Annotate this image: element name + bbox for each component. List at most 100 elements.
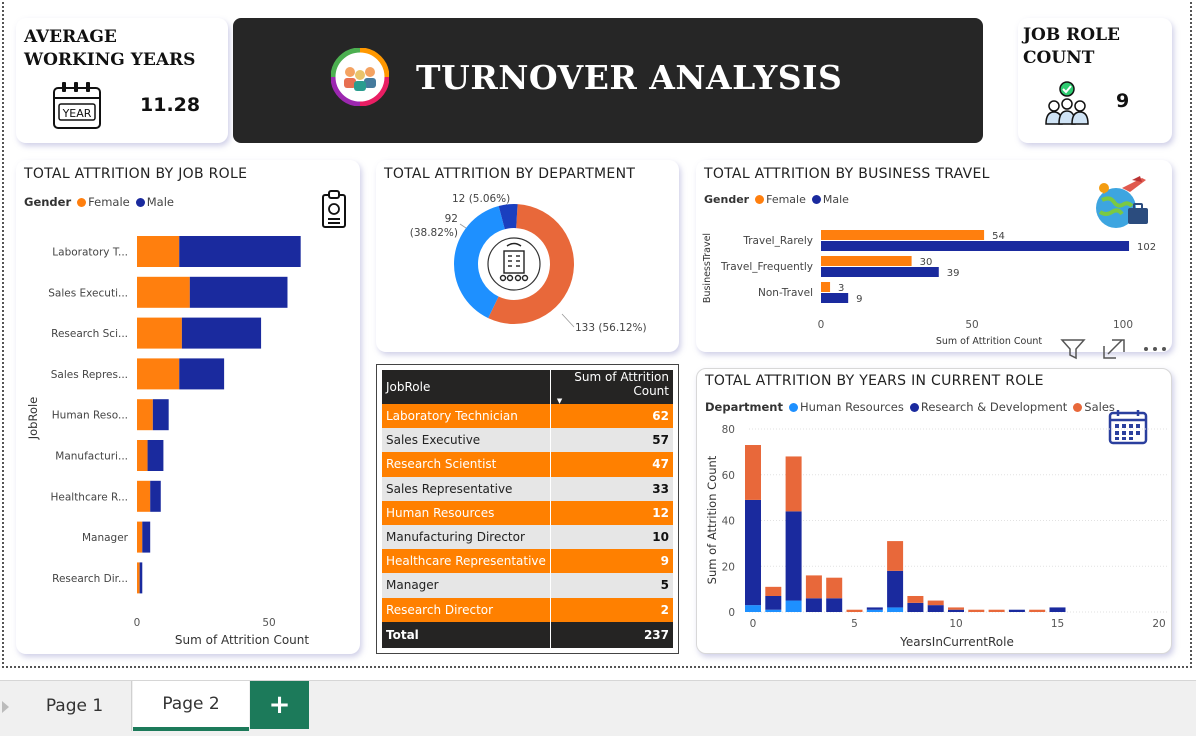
filter-icon[interactable] — [1060, 338, 1086, 360]
job-role-bar-male[interactable] — [181, 317, 262, 349]
department-chart-card[interactable]: TOTAL ATTRITION BY DEPARTMENT 12 (5.06%)… — [376, 160, 679, 352]
dept-slice-hr[interactable] — [498, 204, 518, 230]
focus-mode-icon[interactable] — [1102, 338, 1126, 360]
table-row[interactable]: Research Scientist 47 — [382, 452, 673, 477]
tab-page-1[interactable]: Page 1 — [18, 681, 132, 731]
years-bar-segment[interactable] — [887, 570, 904, 608]
table-row[interactable]: Research Director 2 — [382, 597, 673, 622]
years-bar-segment[interactable] — [745, 445, 761, 500]
job-role-table-card[interactable]: JobRole Sum of Attrition Count ▼ Laborato… — [376, 364, 679, 654]
job-role-bar-female[interactable] — [137, 440, 148, 471]
job-role-bar-male[interactable] — [179, 236, 301, 267]
travel-bar-male[interactable] — [821, 267, 939, 277]
years-bar-segment[interactable] — [948, 607, 964, 610]
years-bar-segment[interactable] — [826, 598, 843, 612]
job-role-bar-male[interactable] — [150, 480, 161, 512]
job-role-bar-male[interactable] — [147, 440, 164, 471]
years-bar-segment[interactable] — [765, 595, 782, 610]
table-row[interactable]: Healthcare Representative 9 — [382, 549, 673, 574]
business-travel-chart-card[interactable]: TOTAL ATTRITION BY BUSINESS TRAVEL Gende… — [696, 160, 1172, 352]
table-header-row: JobRole Sum of Attrition Count ▼ — [382, 370, 673, 405]
kpi-average-working-years-card[interactable]: AVERAGE WORKING YEARS YEAR 11.28 — [16, 18, 228, 143]
table-row[interactable]: Sales Executive 57 — [382, 428, 673, 453]
job-role-bar-female[interactable] — [137, 317, 182, 349]
table-row[interactable]: Manufacturing Director 10 — [382, 524, 673, 550]
years-bar-segment[interactable] — [907, 595, 924, 603]
years-bar-segment[interactable] — [765, 586, 782, 596]
years-bar-segment[interactable] — [866, 609, 883, 612]
years-bar-segment[interactable] — [907, 602, 924, 612]
years-bar-segment[interactable] — [1049, 607, 1066, 612]
years-bar-segment[interactable] — [765, 609, 782, 612]
travel-xlabel: Sum of Attrition Count — [936, 336, 1043, 347]
years-bar-segment[interactable] — [948, 609, 964, 612]
job-role-bar-male[interactable] — [179, 358, 225, 390]
tab-page-2[interactable]: Page 2 — [133, 681, 249, 731]
job-role-bar-male[interactable] — [189, 276, 288, 308]
job-role-bar-female[interactable] — [137, 276, 190, 308]
job-role-category-label: Manufacturi... — [55, 451, 128, 463]
years-bar-segment[interactable] — [1008, 609, 1025, 612]
table-cell-attrition: 10 — [549, 524, 673, 550]
job-role-bar-male[interactable] — [142, 521, 151, 553]
job-role-legend-female[interactable]: Female — [88, 195, 130, 209]
years-bar-segment[interactable] — [785, 456, 802, 512]
travel-bar-female[interactable] — [821, 256, 912, 266]
years-bar-segment[interactable] — [887, 607, 904, 612]
job-role-bar-male[interactable] — [152, 399, 169, 431]
job-role-bar-female[interactable] — [137, 562, 140, 594]
job-role-bar-female[interactable] — [137, 480, 151, 512]
table-row[interactable]: Laboratory Technician 62 — [382, 404, 673, 429]
job-role-bar-male[interactable] — [139, 562, 143, 594]
job-role-bar-female[interactable] — [137, 358, 180, 390]
job-role-bar-female[interactable] — [137, 399, 153, 431]
job-role-legend-male[interactable]: Male — [146, 195, 174, 209]
years-bar-segment[interactable] — [826, 577, 843, 599]
job-role-chart-card[interactable]: TOTAL ATTRITION BY JOB ROLE Gender Female… — [16, 160, 360, 654]
job-role-bar-female[interactable] — [137, 521, 143, 553]
years-legend-sales[interactable]: Sales — [1084, 400, 1115, 414]
kpi-role-title-line1: JOB ROLE — [1023, 25, 1120, 45]
years-bar-segment[interactable] — [785, 600, 802, 612]
travel-bar-male[interactable] — [821, 293, 849, 303]
years-bar-segment[interactable] — [927, 600, 944, 606]
years-bar-segment[interactable] — [805, 598, 822, 612]
years-bar-segment[interactable] — [745, 499, 761, 606]
years-bar-segment[interactable] — [866, 607, 883, 610]
years-bar-segment[interactable] — [785, 511, 802, 601]
table-header-jobrole[interactable]: JobRole — [382, 370, 551, 404]
team-logo-icon — [331, 48, 389, 106]
years-bar-segment[interactable] — [846, 609, 863, 612]
scroll-left-icon[interactable] — [2, 701, 9, 713]
table-row[interactable]: Manager 5 — [382, 573, 673, 598]
kpi-job-role-count-card[interactable]: JOB ROLE COUNT 9 — [1018, 18, 1172, 143]
travel-legend-female[interactable]: Female — [766, 193, 806, 206]
years-bar-segment[interactable] — [927, 605, 944, 612]
travel-bar-male[interactable] — [821, 241, 1130, 251]
more-options-icon[interactable] — [1142, 344, 1168, 354]
years-legend-rd[interactable]: Research & Development — [920, 400, 1068, 414]
years-xlabel: YearsInCurrentRole — [899, 635, 1014, 649]
years-legend-hr[interactable]: Human Resources — [799, 400, 904, 414]
table-header-attrition[interactable]: Sum of Attrition Count ▼ — [549, 370, 673, 405]
travel-bar-female[interactable] — [821, 282, 831, 292]
years-bar-segment[interactable] — [805, 575, 822, 599]
travel-tick-0: 0 — [818, 319, 825, 331]
years-legend-rd-dot — [909, 403, 919, 412]
add-page-button[interactable]: + — [250, 681, 309, 729]
years-bar-segment[interactable] — [968, 609, 985, 612]
years-in-role-chart-card[interactable]: TOTAL ATTRITION BY YEARS IN CURRENT ROLE… — [696, 368, 1172, 654]
travel-bar-female[interactable] — [821, 230, 985, 240]
table-cell-jobrole: Research Director — [382, 597, 551, 622]
table-row[interactable]: Human Resources 12 — [382, 500, 673, 525]
years-bar-segment[interactable] — [988, 609, 1005, 612]
years-bar-segment[interactable] — [1029, 609, 1046, 612]
job-role-bar-female[interactable] — [137, 236, 180, 267]
table-row[interactable]: Sales Representative 33 — [382, 476, 673, 501]
years-bar-segment[interactable] — [887, 541, 904, 571]
dept-slice-rd[interactable] — [454, 205, 505, 319]
years-y-tick: 20 — [722, 561, 735, 573]
years-bar-segment[interactable] — [745, 605, 761, 612]
dept-slice-sales[interactable] — [488, 204, 574, 324]
travel-legend-male[interactable]: Male — [822, 193, 849, 206]
